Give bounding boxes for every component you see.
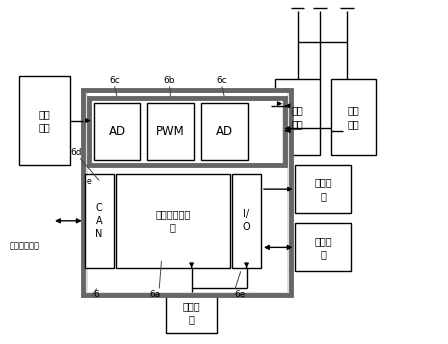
Bar [331, 79, 376, 155]
Text: 电压
反馈: 电压 反馈 [292, 106, 304, 129]
Text: 6e: 6e [234, 290, 246, 299]
Text: 时钟芯
片: 时钟芯 片 [183, 301, 200, 324]
Bar [296, 223, 351, 271]
Text: 状态指
示: 状态指 示 [314, 178, 332, 201]
Bar [18, 76, 70, 165]
Text: 电流
采样: 电流 采样 [348, 106, 359, 129]
Text: AD: AD [108, 125, 125, 138]
Text: 6d: 6d [70, 148, 82, 157]
Bar [83, 90, 291, 295]
Text: 6: 6 [94, 290, 99, 299]
Bar [166, 292, 217, 333]
Text: 远程数据传输: 远程数据传输 [9, 241, 39, 250]
Text: 外看门
狗: 外看门 狗 [314, 236, 332, 259]
Bar [94, 104, 141, 160]
Bar [232, 174, 261, 268]
Text: 6b: 6b [164, 76, 175, 85]
Bar [276, 79, 320, 155]
Text: I/
O: I/ O [243, 209, 250, 233]
Text: e: e [87, 177, 91, 186]
Text: 数字信号处理
器: 数字信号处理 器 [155, 209, 190, 233]
Bar [147, 104, 194, 160]
Bar [116, 174, 230, 268]
Text: 6a: 6a [149, 290, 160, 299]
Text: 电压
采样: 电压 采样 [39, 109, 50, 132]
Bar [89, 98, 285, 165]
Bar [296, 165, 351, 213]
Bar [88, 93, 287, 292]
Text: 6c: 6c [109, 76, 120, 85]
Text: C
A
N: C A N [95, 203, 103, 239]
Bar [85, 174, 114, 268]
Bar [201, 104, 248, 160]
Text: AD: AD [215, 125, 233, 138]
Bar [92, 101, 282, 163]
Text: PWM: PWM [156, 125, 185, 138]
Text: 6c: 6c [216, 76, 227, 85]
